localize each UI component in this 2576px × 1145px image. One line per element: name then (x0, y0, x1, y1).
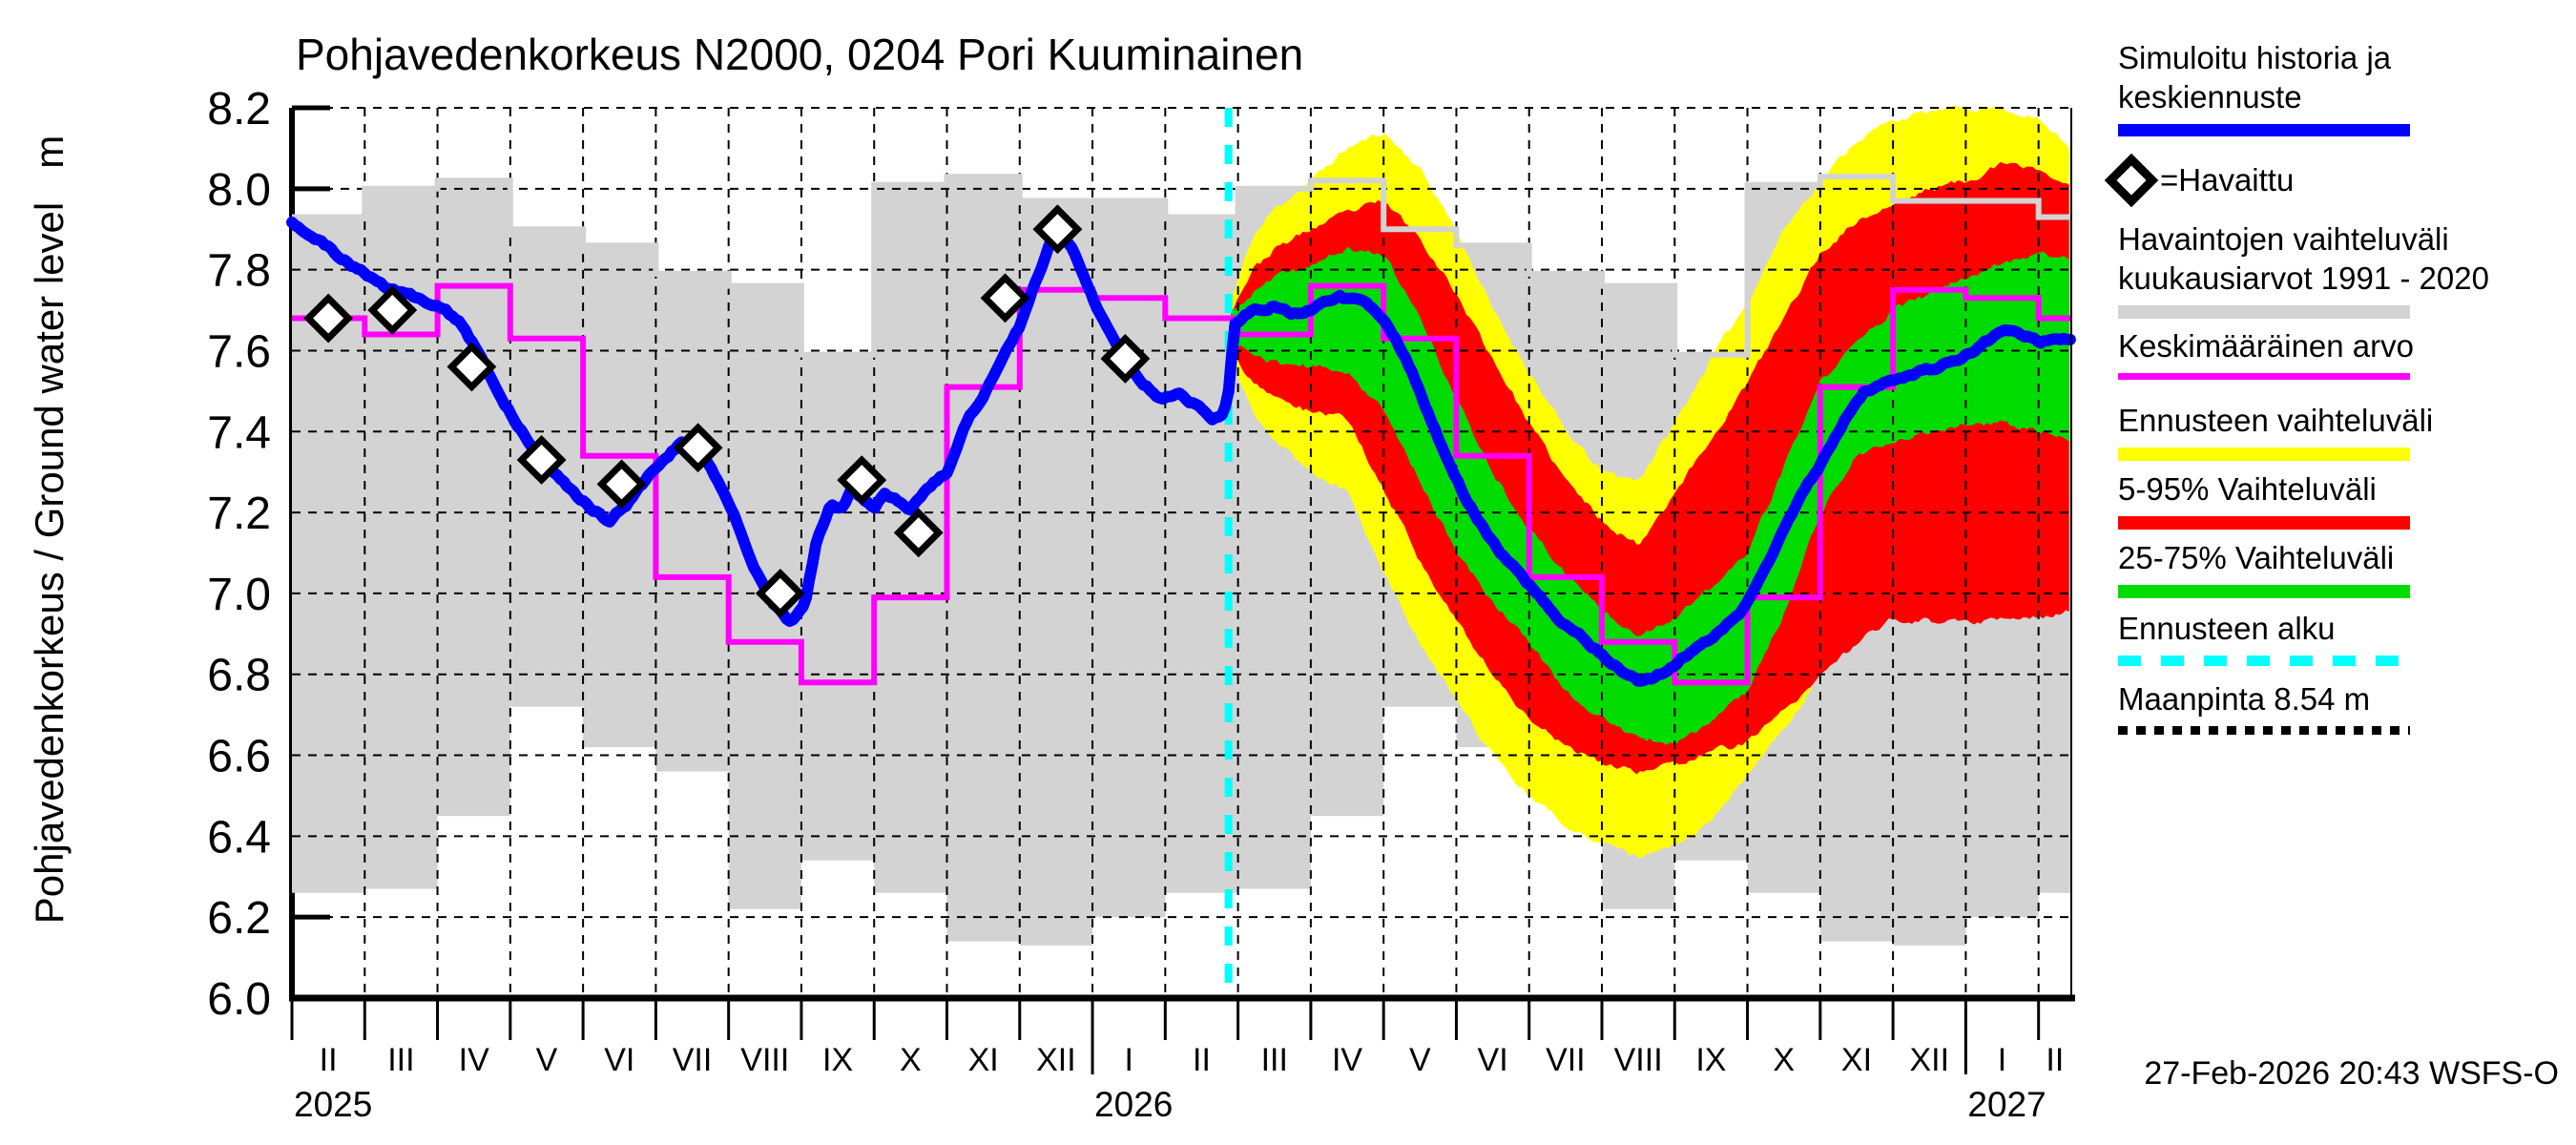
legend-item-observed: =Havaittu (2104, 153, 2574, 207)
ground-line-swatch (2118, 726, 2410, 735)
svg-text:8.0: 8.0 (207, 165, 271, 216)
legend-item-forecast-range: Ennusteen vaihteluväli (2118, 401, 2574, 461)
legend-label: Havaintojen vaihteluväli (2118, 221, 2449, 257)
svg-text:VI: VI (1478, 1042, 1508, 1078)
y-axis-title: Pohjavedenkorkeus / Ground water level m (27, 135, 72, 925)
svg-text:VII: VII (1546, 1042, 1586, 1078)
svg-text:IX: IX (822, 1042, 853, 1078)
chart-title: Pohjavedenkorkeus N2000, 0204 Pori Kuumi… (296, 30, 1304, 79)
svg-text:II: II (2046, 1042, 2064, 1078)
svg-text:VIII: VIII (1614, 1042, 1663, 1078)
svg-text:6.8: 6.8 (207, 651, 271, 701)
forecast-range-swatch (2118, 448, 2410, 461)
svg-text:6.2: 6.2 (207, 893, 271, 944)
svg-text:IV: IV (459, 1042, 489, 1078)
band-5-95-swatch (2118, 516, 2410, 530)
svg-text:V: V (536, 1042, 558, 1078)
svg-text:7.8: 7.8 (207, 246, 271, 297)
band-25-75-swatch (2118, 585, 2410, 598)
legend-label: kuukausiarvot 1991 - 2020 (2118, 260, 2489, 296)
legend-label: Ennusteen vaihteluväli (2118, 403, 2434, 438)
svg-text:7.6: 7.6 (207, 326, 271, 377)
legend-label: Keskimääräinen arvo (2118, 328, 2414, 364)
mean-line-swatch (2118, 373, 2410, 380)
legend-item-5-95: 5-95% Vaihteluväli (2118, 469, 2574, 530)
svg-text:V: V (1409, 1042, 1431, 1078)
svg-text:XII: XII (1036, 1042, 1076, 1078)
legend-label: =Havaittu (2160, 162, 2295, 198)
legend-label: keskiennuste (2118, 79, 2302, 114)
legend-item-mean: Keskimääräinen arvo (2118, 326, 2574, 380)
legend-label: 5-95% Vaihteluväli (2118, 471, 2377, 507)
legend-label: Simuloitu historia ja (2118, 40, 2392, 75)
svg-text:III: III (1261, 1042, 1288, 1078)
forecast-start-line-swatch (2118, 656, 2410, 666)
svg-text:IX: IX (1695, 1042, 1726, 1078)
svg-text:VII: VII (673, 1042, 713, 1078)
svg-text:2027: 2027 (1967, 1085, 2046, 1124)
svg-text:XI: XI (1841, 1042, 1872, 1078)
legend-item-forecast-start: Ennusteen alku (2118, 609, 2574, 666)
svg-text:VI: VI (604, 1042, 634, 1078)
svg-text:VIII: VIII (740, 1042, 789, 1078)
svg-text:XII: XII (1909, 1042, 1949, 1078)
legend-label: 25-75% Vaihteluväli (2118, 540, 2395, 575)
svg-text:2025: 2025 (294, 1085, 372, 1124)
svg-text:IV: IV (1332, 1042, 1362, 1078)
svg-text:X: X (900, 1042, 922, 1078)
svg-text:I: I (1124, 1042, 1132, 1078)
legend-label: Ennusteen alku (2118, 611, 2336, 646)
timestamp: 27-Feb-2026 20:43 WSFS-O (2144, 1055, 2559, 1092)
svg-text:I: I (1998, 1042, 2006, 1078)
svg-text:7.0: 7.0 (207, 570, 271, 620)
legend-item-ground-surface: Maanpinta 8.54 m (2118, 679, 2574, 735)
svg-text:III: III (387, 1042, 414, 1078)
svg-text:6.6: 6.6 (207, 732, 271, 782)
svg-text:8.2: 8.2 (207, 84, 271, 135)
simulated-line-swatch (2118, 124, 2410, 136)
svg-text:7.4: 7.4 (207, 407, 271, 458)
observed-range-swatch (2118, 305, 2410, 319)
svg-text:II: II (1193, 1042, 1211, 1078)
legend-item-simulated: Simuloitu historia ja keskiennuste (2118, 38, 2574, 136)
svg-text:7.2: 7.2 (207, 489, 271, 539)
svg-text:6.0: 6.0 (207, 974, 271, 1025)
svg-text:XI: XI (968, 1042, 999, 1078)
legend-item-25-75: 25-75% Vaihteluväli (2118, 538, 2574, 598)
legend-label: Maanpinta 8.54 m (2118, 681, 2371, 717)
svg-text:2026: 2026 (1094, 1085, 1173, 1124)
svg-text:II: II (320, 1042, 338, 1078)
legend-item-observed-range: Havaintojen vaihteluväli kuukausiarvot 1… (2118, 219, 2574, 319)
svg-text:6.4: 6.4 (207, 812, 271, 863)
svg-text:X: X (1773, 1042, 1795, 1078)
